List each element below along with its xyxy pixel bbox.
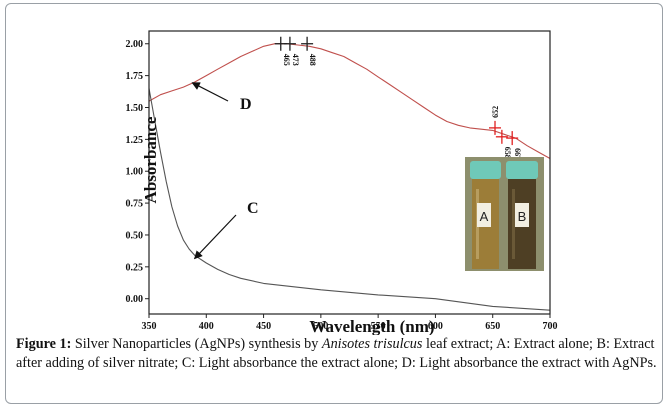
caption-text-1: Silver Nanoparticles (AgNPs) synthesis b… [71, 336, 322, 352]
peak-label: 488 [308, 54, 317, 66]
annotation-layer: DC [191, 82, 259, 260]
peak-label: 667 [513, 148, 522, 160]
x-tick-label: 400 [199, 321, 214, 332]
annotation-label-d: D [240, 96, 252, 113]
x-axis-label: Wavelength (nm) [309, 317, 434, 335]
tube-a-label: A [480, 209, 489, 224]
caption-label: Figure 1: [16, 336, 72, 352]
y-tick-label: 0.50 [126, 230, 144, 241]
series-layer [148, 43, 551, 311]
tube-b-highlight [512, 189, 515, 259]
peak-label: 465 [282, 54, 291, 66]
y-axis-label: Absorbance [141, 116, 160, 203]
x-tick-label: 350 [142, 321, 157, 332]
peak-label: 658 [503, 147, 512, 159]
peak-label: 652 [491, 106, 500, 118]
plot-frame [148, 30, 551, 315]
y-tick-label: 1.00 [126, 167, 144, 178]
y-tick-label: 1.75 [126, 71, 144, 82]
tube-b-label-bg [515, 203, 529, 227]
tube-b-label: B [518, 209, 527, 224]
x-tick-label: 650 [485, 321, 500, 332]
x-tick-label: 600 [428, 321, 443, 332]
annotation-arrow [193, 214, 237, 260]
tube-a-cap [470, 161, 501, 179]
y-tick-label: 0.25 [126, 262, 144, 273]
y-tick-label: 2.00 [126, 39, 144, 50]
tube-b-cap [506, 161, 538, 179]
series-line-c [148, 88, 551, 311]
annotation-arrow [191, 82, 229, 102]
y-tick-label: 0.75 [126, 199, 144, 210]
x-tick-label: 550 [371, 321, 386, 332]
x-tick-label: 700 [543, 321, 558, 332]
peak-label: 473 [291, 54, 300, 66]
series-line-d [148, 43, 551, 159]
caption-species: Anisotes trisulcus [321, 336, 423, 352]
y-tick-label: 0.00 [126, 294, 144, 305]
tick-layer: 350 400 450 500 550 600 650 700 2.00 1.75 1.50 1.25… [126, 39, 558, 332]
marker-layer: 465 473 488 652 658 667 [274, 36, 522, 160]
tube-a-label-bg [477, 203, 491, 227]
figure-frame [5, 3, 663, 404]
caption-text-2: leaf extract; A: Extract alone; B: Extra… [16, 336, 657, 371]
annotation-label-c: C [247, 200, 259, 217]
figure-caption: Figure 1: Silver Nanoparticles (AgNPs) s… [16, 335, 662, 373]
y-tick-label: 1.25 [126, 135, 144, 146]
y-tick-label: 1.50 [126, 103, 144, 114]
x-tick-label: 450 [256, 321, 271, 332]
x-tick-label: 500 [313, 321, 328, 332]
absorbance-chart: 350 400 450 500 550 600 650 700 2.00 1.75 1.50 1.25… [126, 30, 558, 335]
